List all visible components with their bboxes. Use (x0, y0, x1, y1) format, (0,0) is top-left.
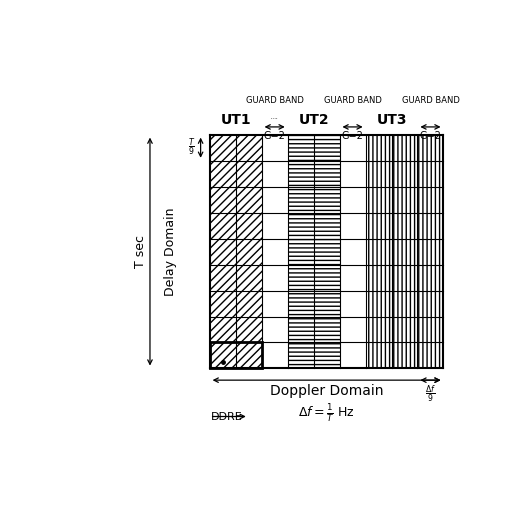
Text: G=2: G=2 (420, 131, 441, 141)
Text: $\frac{T}{9}$: $\frac{T}{9}$ (188, 137, 195, 159)
Text: Doppler Domain: Doppler Domain (270, 384, 383, 398)
Text: GUARD BAND: GUARD BAND (324, 96, 381, 105)
Text: $\Delta f = \frac{1}{T}$ Hz: $\Delta f = \frac{1}{T}$ Hz (298, 402, 355, 424)
Bar (209, 343, 262, 369)
Text: UT3: UT3 (376, 113, 407, 128)
Text: $\frac{\Delta f}{9}$: $\frac{\Delta f}{9}$ (425, 383, 436, 405)
Text: GUARD BAND: GUARD BAND (401, 96, 459, 105)
Text: $\leftarrow$ G=2 $\rightarrow$: $\leftarrow$ G=2 $\rightarrow$ (270, 117, 279, 121)
Text: T sec: T sec (134, 235, 148, 268)
Text: G=2: G=2 (264, 131, 285, 141)
Bar (287, 135, 340, 369)
Text: Delay Domain: Delay Domain (164, 207, 178, 296)
Bar (209, 135, 262, 369)
Text: UT2: UT2 (298, 113, 329, 128)
Text: G=2: G=2 (342, 131, 363, 141)
Text: GUARD BAND: GUARD BAND (246, 96, 303, 105)
Bar (365, 135, 443, 369)
Text: DDRE: DDRE (211, 412, 243, 421)
Text: UT1: UT1 (220, 113, 251, 128)
